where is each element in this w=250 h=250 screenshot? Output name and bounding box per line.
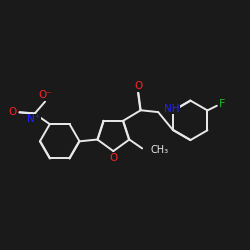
Text: N⁺: N⁺ xyxy=(27,114,40,124)
Text: O: O xyxy=(9,108,17,118)
Text: NH: NH xyxy=(164,104,180,114)
Text: CH₃: CH₃ xyxy=(150,144,169,154)
Text: O: O xyxy=(109,153,118,163)
Text: F: F xyxy=(219,99,225,109)
Text: O⁻: O⁻ xyxy=(38,90,52,100)
Text: O: O xyxy=(134,81,142,91)
